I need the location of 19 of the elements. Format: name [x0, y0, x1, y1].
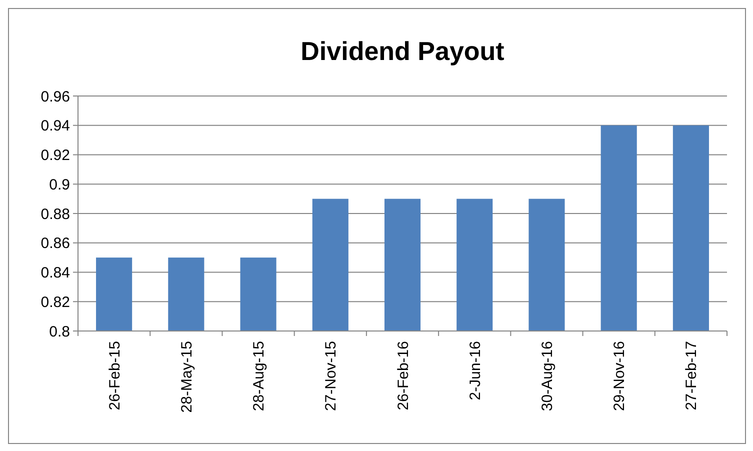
y-tick-label: 0.8 [49, 323, 70, 340]
x-tick-label: 26-Feb-15 [106, 341, 124, 410]
x-tick-label: 29-Nov-16 [611, 341, 628, 412]
x-tick-label: 26-Feb-16 [394, 341, 412, 410]
y-tick-label: 0.92 [40, 147, 70, 164]
y-tick-label: 0.96 [40, 88, 70, 106]
y-tick-label: 0.88 [40, 206, 70, 223]
y-tick-label: 0.94 [40, 118, 70, 135]
y-tick-label: 0.82 [40, 294, 70, 311]
x-tick-label: 27-Feb-17 [683, 341, 700, 410]
y-tick-label: 0.9 [49, 176, 70, 194]
x-tick-label: 28-May-15 [178, 341, 196, 413]
x-tick-label: 28-Aug-15 [250, 341, 268, 412]
x-tick-label: 30-Aug-16 [538, 341, 556, 412]
chart-title: Dividend Payout [300, 36, 505, 66]
x-tick-label: 27-Nov-15 [322, 341, 340, 412]
y-tick-label: 0.86 [40, 235, 70, 252]
y-tick-label: 0.84 [40, 264, 70, 282]
x-tick-label: 2-Jun-16 [466, 341, 484, 400]
